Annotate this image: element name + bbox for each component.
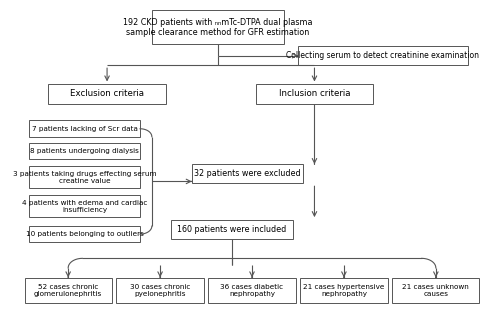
Text: 160 patients were included: 160 patients were included [178, 225, 286, 234]
FancyBboxPatch shape [116, 278, 204, 303]
FancyBboxPatch shape [152, 10, 284, 44]
Text: 32 patients were excluded: 32 patients were excluded [194, 169, 300, 178]
FancyBboxPatch shape [298, 46, 468, 65]
Text: 3 patients taking drugs effecting serum
creatine value: 3 patients taking drugs effecting serum … [13, 171, 156, 184]
FancyBboxPatch shape [170, 220, 294, 239]
Text: Collecting serum to detect creatinine examination: Collecting serum to detect creatinine ex… [286, 51, 480, 60]
Text: 8 patients undergoing dialysis: 8 patients undergoing dialysis [30, 148, 139, 154]
Text: 7 patients lacking of Scr data: 7 patients lacking of Scr data [32, 126, 138, 132]
FancyBboxPatch shape [30, 120, 140, 137]
FancyBboxPatch shape [30, 226, 140, 242]
FancyBboxPatch shape [300, 278, 388, 303]
FancyBboxPatch shape [192, 164, 302, 183]
FancyBboxPatch shape [392, 278, 480, 303]
FancyBboxPatch shape [208, 278, 296, 303]
Text: Inclusion criteria: Inclusion criteria [278, 90, 350, 99]
FancyBboxPatch shape [24, 278, 112, 303]
Text: 21 cases unknown
causes: 21 cases unknown causes [402, 284, 469, 297]
FancyBboxPatch shape [30, 143, 140, 159]
Text: 30 cases chronic
pyelonephritis: 30 cases chronic pyelonephritis [130, 284, 190, 297]
Text: 52 cases chronic
glomerulonephritis: 52 cases chronic glomerulonephritis [34, 284, 102, 297]
Text: Exclusion criteria: Exclusion criteria [70, 90, 144, 99]
FancyBboxPatch shape [48, 84, 166, 104]
Text: 21 cases hypertensive
nephropathy: 21 cases hypertensive nephropathy [303, 284, 384, 297]
Text: 10 patients belonging to outliers: 10 patients belonging to outliers [26, 231, 144, 237]
Text: 192 CKD patients with ₙₙmTc-DTPA dual plasma
sample clearance method for GFR est: 192 CKD patients with ₙₙmTc-DTPA dual pl… [123, 17, 312, 37]
FancyBboxPatch shape [256, 84, 374, 104]
Text: 36 cases diabetic
nephropathy: 36 cases diabetic nephropathy [220, 284, 284, 297]
FancyBboxPatch shape [30, 195, 140, 217]
Text: 4 patients with edema and cardiac
insufficiency: 4 patients with edema and cardiac insuff… [22, 200, 148, 213]
FancyBboxPatch shape [30, 166, 140, 188]
